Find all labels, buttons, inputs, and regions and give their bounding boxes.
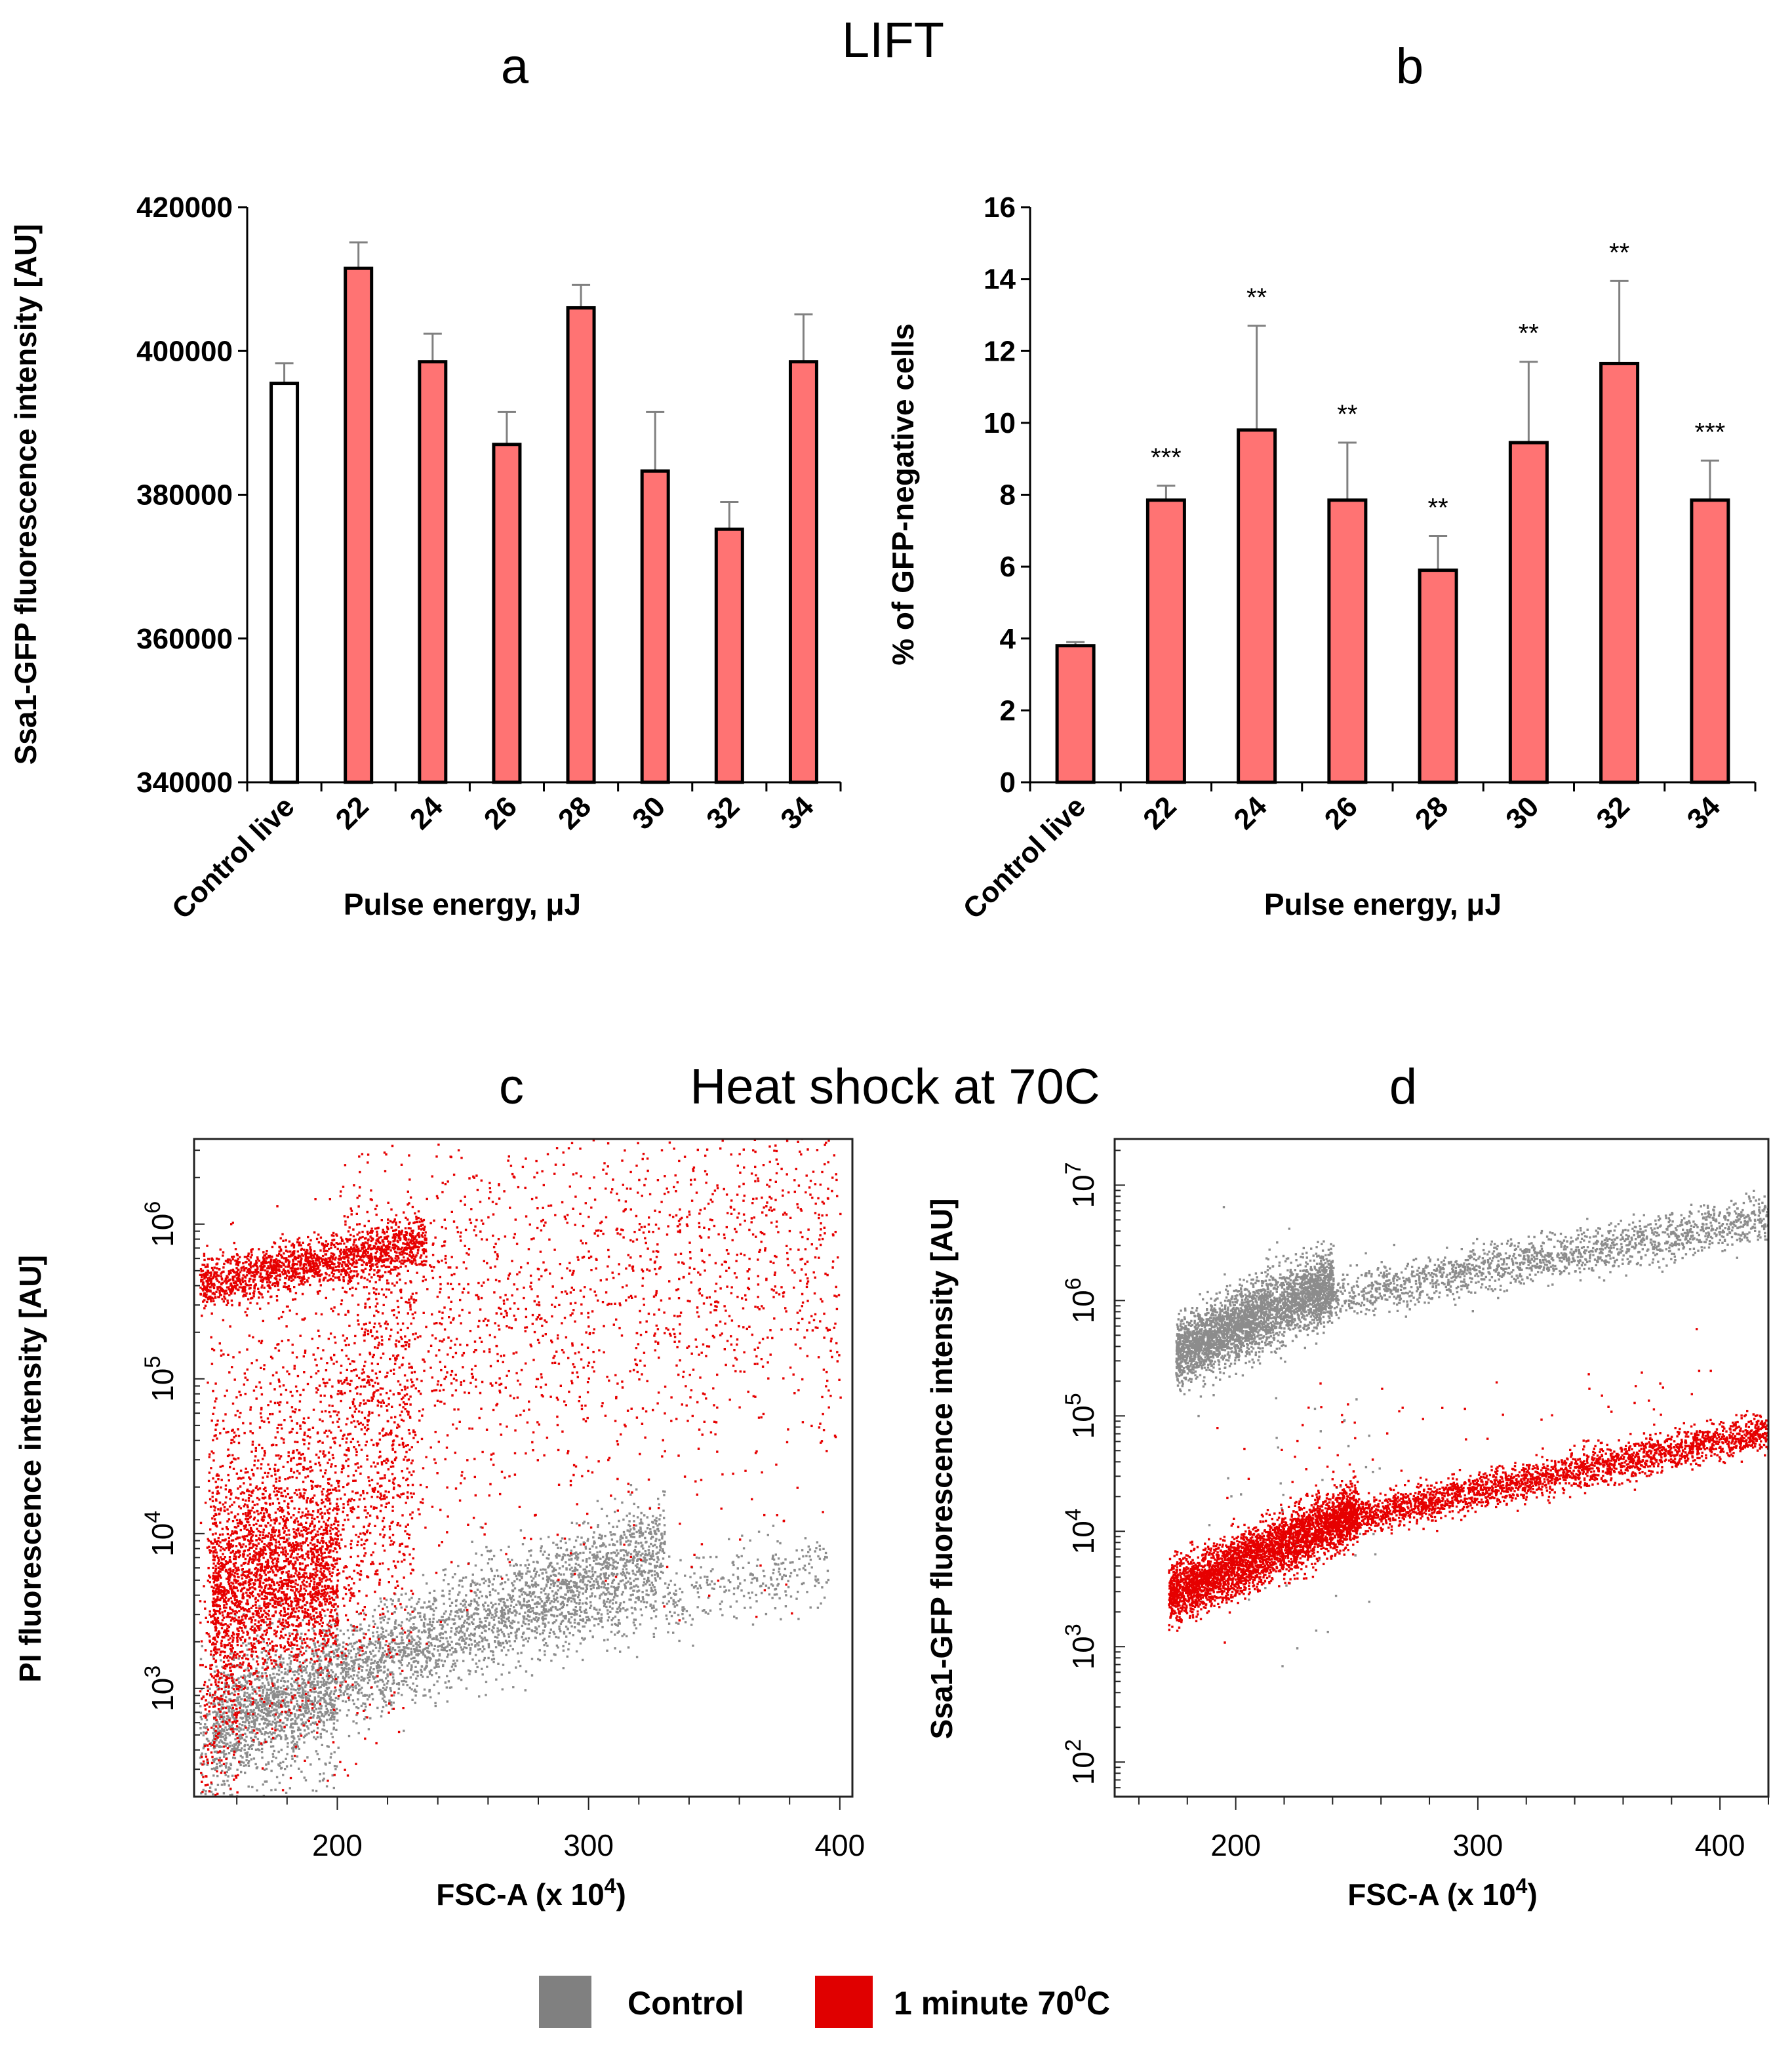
bar xyxy=(788,360,818,784)
legend-swatch-control xyxy=(539,1976,591,2028)
y-tick-label: 14 xyxy=(984,264,1016,296)
y-tick-label: 340000 xyxy=(136,767,233,799)
y-axis-label: PI fluorescence intensity [AU] xyxy=(13,1255,47,1683)
significance-label: ** xyxy=(1337,400,1357,429)
bar xyxy=(1690,498,1730,784)
x-axis-label: Pulse energy, μJ xyxy=(344,887,581,921)
y-tick-label: 2 xyxy=(1000,694,1016,727)
title-lift: LIFT xyxy=(842,12,944,68)
x-tick-label: 400 xyxy=(814,1828,865,1862)
bar xyxy=(1237,428,1277,784)
bar xyxy=(566,306,596,784)
x-tick-label: 200 xyxy=(1210,1828,1261,1862)
legend: Control 1 minute 700C xyxy=(539,1976,1110,2028)
x-axis-label: FSC-A (x 104) xyxy=(436,1874,626,1911)
y-axis-label: Ssa1-GFP fluorescence intensity [AU] xyxy=(9,224,43,765)
y-tick-label: 105 xyxy=(1061,1393,1100,1439)
y-tick-label: 106 xyxy=(1061,1277,1100,1323)
y-tick-label: 107 xyxy=(1061,1162,1100,1208)
y-tick-label: 400000 xyxy=(136,335,233,367)
significance-label: ** xyxy=(1246,283,1267,312)
panel-label-a: a xyxy=(501,39,529,94)
bar xyxy=(1145,498,1186,784)
y-tick-label: 105 xyxy=(140,1356,180,1402)
x-axis-label: FSC-A (x 104) xyxy=(1347,1874,1538,1911)
scatter-series xyxy=(1175,1189,1768,1668)
x-axis-label: Pulse energy, μJ xyxy=(1264,887,1502,921)
significance-label: ** xyxy=(1428,494,1448,523)
plot-frame xyxy=(1113,1138,1770,1798)
bar xyxy=(714,527,744,784)
y-tick-label: 420000 xyxy=(136,191,233,224)
y-tick-label: 106 xyxy=(140,1201,180,1247)
significance-label: ** xyxy=(1519,319,1539,348)
scatter-plot-d: 102 103 104 105 106 107 200 300 400 FSC-A (x 104)… xyxy=(925,1138,1770,1911)
plot-frame xyxy=(193,1138,854,1798)
significance-label: ** xyxy=(1609,238,1629,267)
significance-label: *** xyxy=(1151,443,1182,472)
y-tick-label: 103 xyxy=(1061,1624,1100,1669)
x-tick-label: 200 xyxy=(312,1828,363,1862)
y-tick-label: 4 xyxy=(1000,623,1016,655)
y-tick-label: 104 xyxy=(140,1511,180,1557)
bar xyxy=(492,443,522,784)
title-heat-shock: Heat shock at 70C xyxy=(690,1059,1100,1115)
scatter-points xyxy=(1168,1189,1768,1668)
scatter-series xyxy=(199,1484,829,1797)
y-tick-label: 104 xyxy=(1061,1508,1100,1554)
y-tick-label: 8 xyxy=(1000,479,1016,511)
legend-label-heat: 1 minute 700C xyxy=(894,1982,1110,2022)
x-tick-label: 300 xyxy=(563,1828,614,1862)
y-tick-label: 10 xyxy=(984,407,1016,439)
y-tick-label: 380000 xyxy=(136,479,233,511)
panel-label-d: d xyxy=(1389,1059,1417,1115)
bar xyxy=(1055,644,1096,784)
scatter-point-cloud xyxy=(199,1484,829,1797)
scatter-plot-c: 103 104 105 106 200 300 400 FSC-A (x 104) PI flu… xyxy=(13,1138,865,1911)
scatter-point-cloud xyxy=(1175,1189,1768,1668)
scatter-points xyxy=(199,1139,842,1797)
y-axis-label: Ssa1-GFP fluorescence intensity [AU] xyxy=(925,1199,959,1740)
y-tick-label: 102 xyxy=(1061,1739,1100,1785)
y-tick-label: 16 xyxy=(984,191,1016,224)
panel-label-c: c xyxy=(499,1059,524,1115)
bar xyxy=(418,360,448,784)
legend-label-control: Control xyxy=(627,1985,744,2022)
panel-label-b: b xyxy=(1396,39,1424,94)
significance-label: *** xyxy=(1695,418,1726,447)
bar xyxy=(1327,498,1368,784)
legend-swatch-heat xyxy=(815,1976,873,2028)
x-tick-label: 300 xyxy=(1453,1828,1503,1862)
bar xyxy=(1599,361,1640,784)
y-tick-label: 0 xyxy=(1000,767,1016,799)
x-tick-label: 400 xyxy=(1695,1828,1745,1862)
y-tick-label: 103 xyxy=(140,1666,180,1711)
bar xyxy=(1508,441,1549,784)
bar xyxy=(269,382,300,784)
bar xyxy=(640,469,670,784)
y-tick-label: 6 xyxy=(1000,551,1016,583)
y-axis-label: % of GFP-negative cells xyxy=(886,323,920,665)
bar xyxy=(344,266,374,784)
y-tick-label: 360000 xyxy=(136,623,233,655)
y-tick-label: 12 xyxy=(984,335,1016,367)
bar xyxy=(1418,569,1458,784)
